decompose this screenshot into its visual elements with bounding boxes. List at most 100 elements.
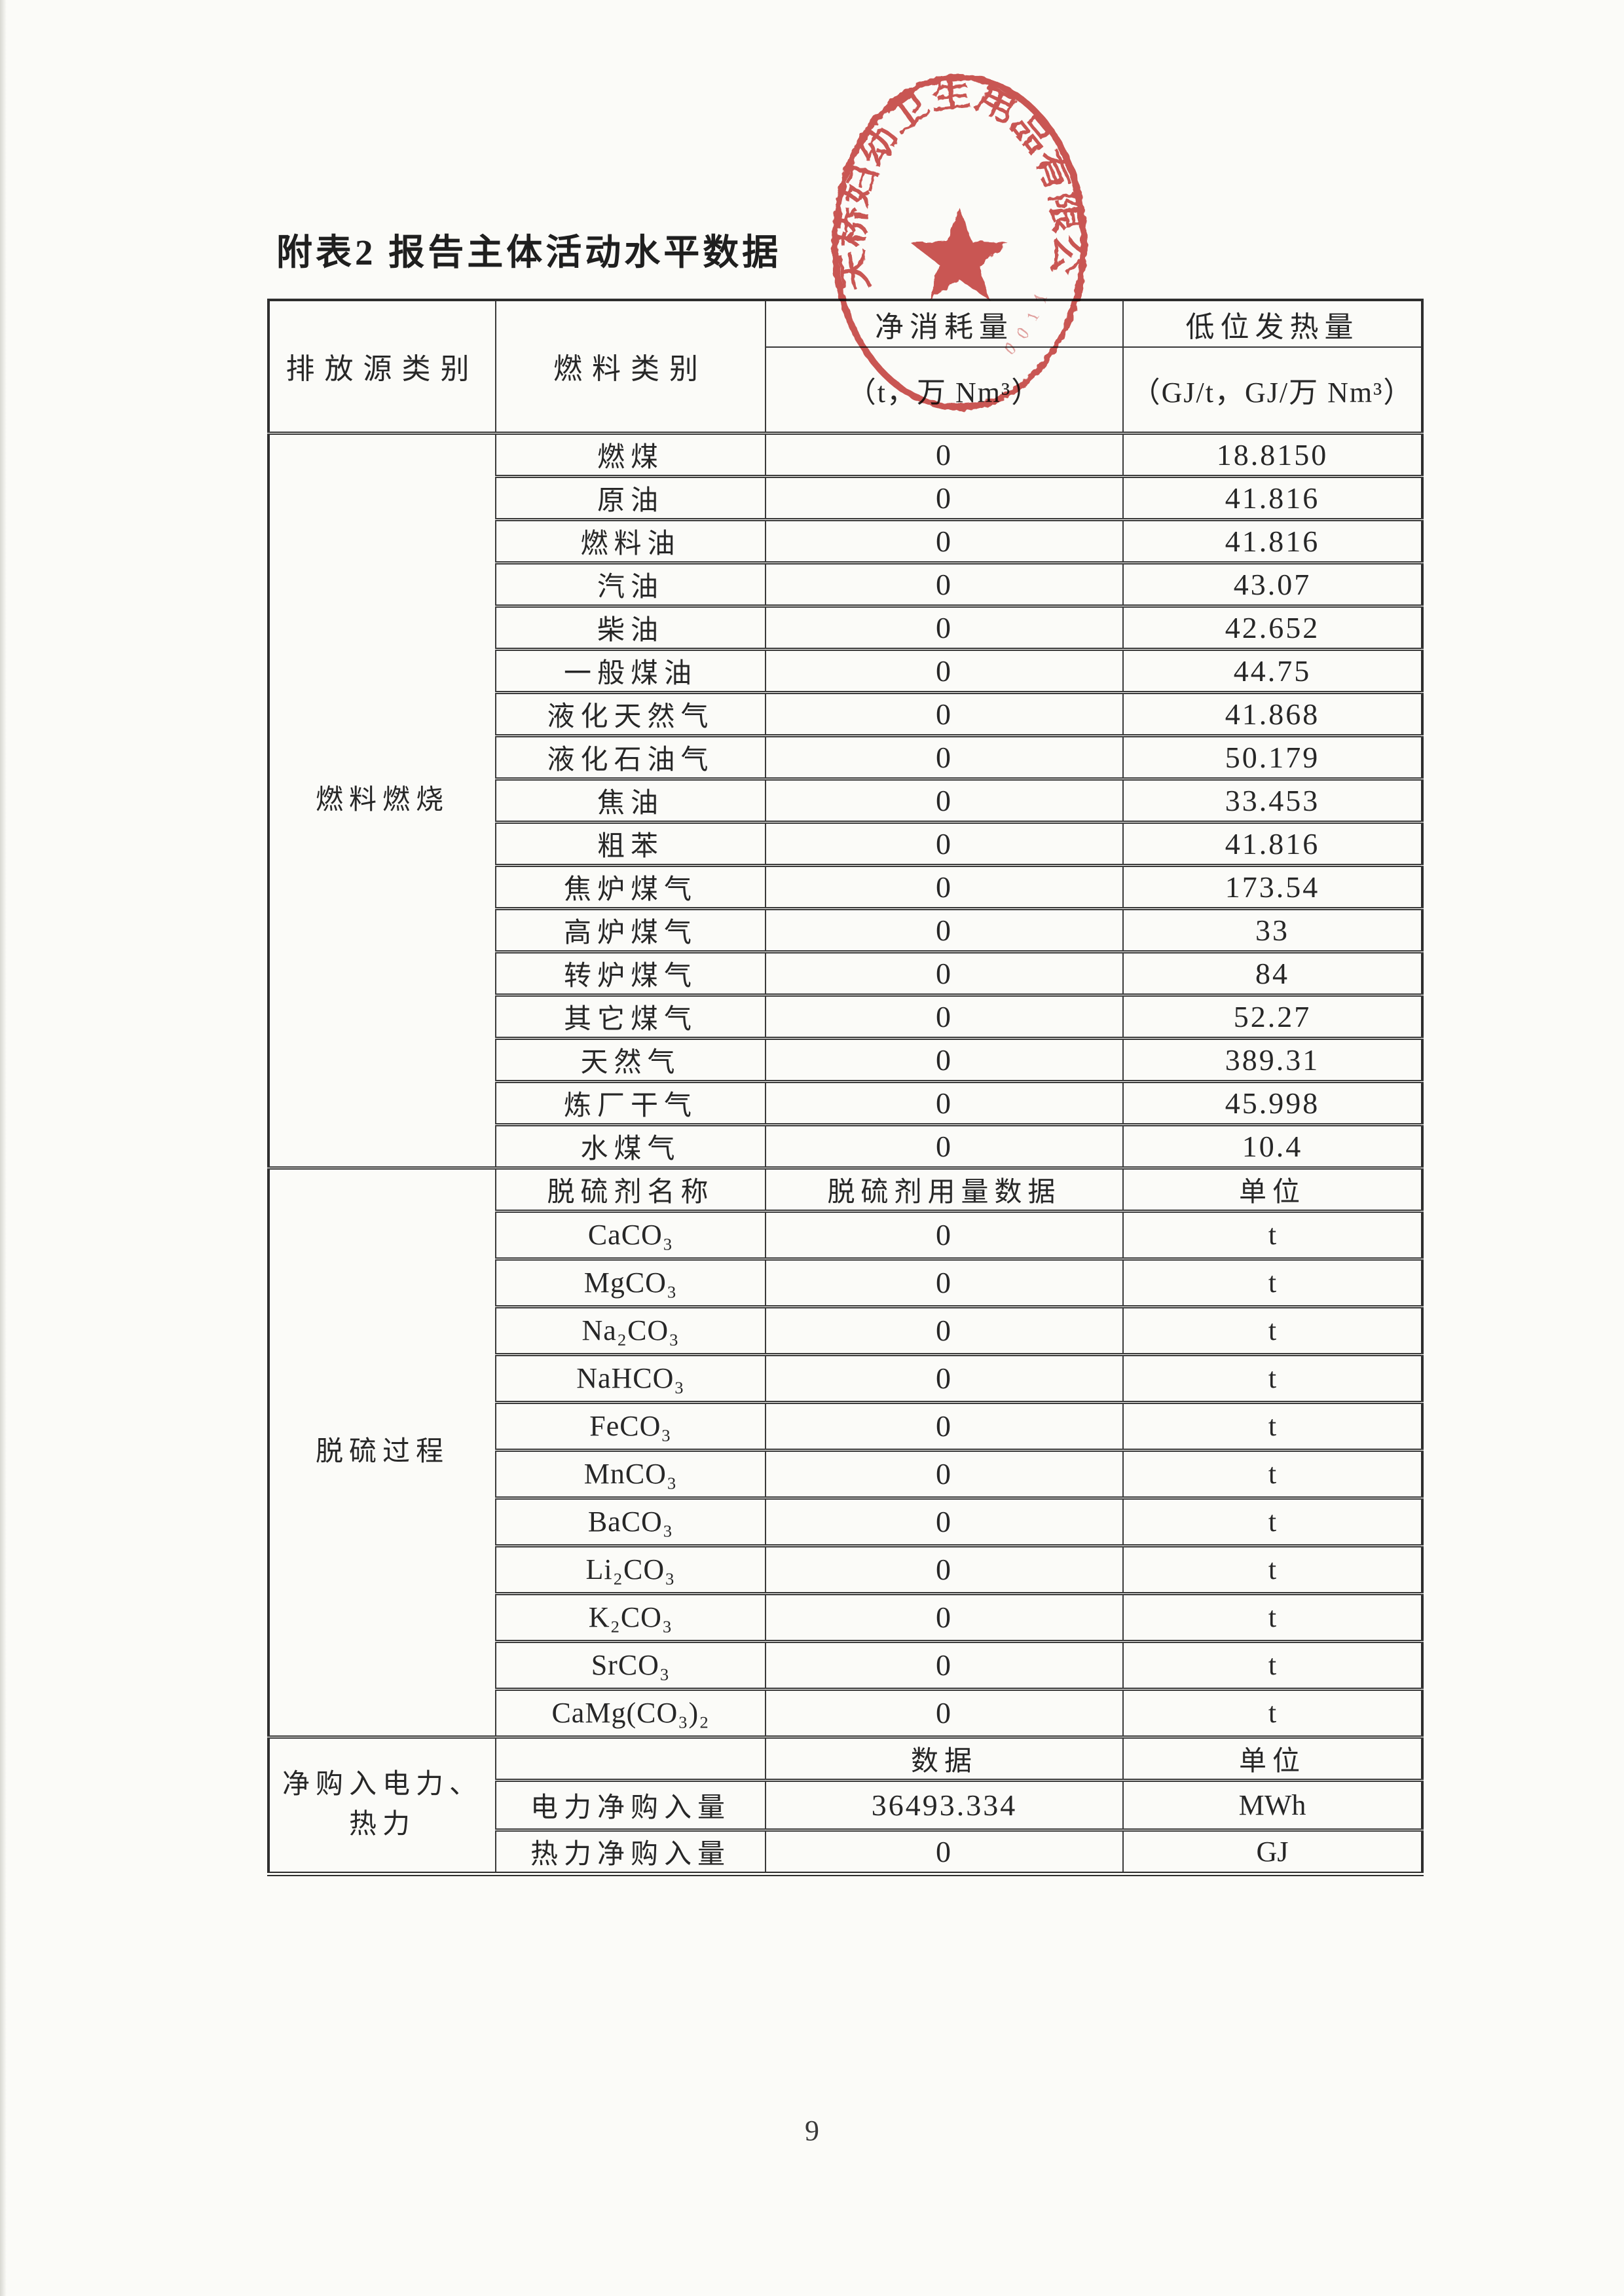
desulf-agent-row: CaCO₃ 0 t xyxy=(268,1209,1423,1259)
fuel-row: 柴油 0 42.652 xyxy=(268,604,1423,650)
fuel-heating-value-cell: 42.652 xyxy=(1122,604,1423,650)
fuel-label-cell: 柴油 xyxy=(495,604,766,650)
fuel-row: 液化石油气 0 50.179 xyxy=(268,733,1423,779)
chemical-unit-cell: t xyxy=(1122,1305,1423,1355)
chemical-amount-cell: 0 xyxy=(765,1544,1124,1594)
header-net-consumption-units: （t，万 Nm³） xyxy=(765,346,1124,434)
fuel-label-cell: 液化石油气 xyxy=(495,733,766,779)
stamp-serial-number: 0 0 1 1 xyxy=(1001,287,1052,358)
fuel-heating-value-cell: 50.179 xyxy=(1122,733,1423,779)
purchase-subheader-row: 净购入电力、热力 数据 单位 xyxy=(268,1735,1423,1874)
chemical-amount-cell: 0 xyxy=(765,1687,1124,1737)
header-row-2: （t，万 Nm³） （GJ/t，GJ/万 Nm³） xyxy=(268,346,1423,434)
desulf-agent-row: CaMg(CO₃)₂ 0 t xyxy=(268,1687,1423,1737)
fuel-consumption-cell: 0 xyxy=(765,561,1124,606)
fuel-heating-value-cell: 33 xyxy=(1122,906,1423,952)
fuel-consumption-cell: 0 xyxy=(765,431,1124,477)
fuel-consumption-cell: 0 xyxy=(765,647,1124,693)
chemical-unit-cell: t xyxy=(1122,1544,1423,1594)
desulf-unit-header-cell: 单位 xyxy=(1122,1166,1423,1212)
chemical-formula-cell: BaCO₃ xyxy=(495,1496,766,1546)
chemical-unit-cell: t xyxy=(1122,1687,1423,1737)
fuel-row: 焦炉煤气 0 173.54 xyxy=(268,863,1423,909)
purchase-unit-header-cell: 单位 xyxy=(1122,1735,1423,1781)
fuel-label-cell: 粗苯 xyxy=(495,820,766,866)
fuel-heating-value-cell: 41.816 xyxy=(1122,474,1423,520)
fuel-row: 焦油 0 33.453 xyxy=(268,777,1423,823)
fuel-heating-value-cell: 43.07 xyxy=(1122,561,1423,606)
fuel-label-cell: 水煤气 xyxy=(495,1122,766,1168)
chemical-formula-cell: Li₂CO₃ xyxy=(495,1544,766,1594)
chemical-amount-cell: 0 xyxy=(765,1448,1124,1498)
fuel-row: 液化天然气 0 41.868 xyxy=(268,690,1423,736)
scan-edge-shadow xyxy=(0,0,7,2296)
fuel-row: 粗苯 0 41.816 xyxy=(268,820,1423,866)
fuel-label-cell: 液化天然气 xyxy=(495,690,766,736)
fuel-row: 天然气 0 389.31 xyxy=(268,1036,1423,1082)
desulf-agent-row: MgCO₃ 0 t xyxy=(268,1257,1423,1307)
page-number: 9 xyxy=(805,2115,819,2147)
category-desulfurization: 脱硫过程 xyxy=(268,1166,496,1737)
fuel-heating-value-cell: 173.54 xyxy=(1122,863,1423,909)
desulf-amount-header-cell: 脱硫剂用量数据 xyxy=(765,1166,1124,1212)
fuel-consumption-cell: 0 xyxy=(765,474,1124,520)
fuel-row: 其它煤气 0 52.27 xyxy=(268,993,1423,1039)
fuel-label-cell: 燃煤 xyxy=(495,431,766,477)
fuel-label-cell: 天然气 xyxy=(495,1036,766,1082)
fuel-row: 炼厂干气 0 45.998 xyxy=(268,1079,1423,1125)
fuel-row: 燃料油 0 41.816 xyxy=(268,517,1423,563)
fuel-row: 转炉煤气 0 84 xyxy=(268,950,1423,995)
chemical-unit-cell: t xyxy=(1122,1352,1423,1403)
desulf-agent-row: FeCO₃ 0 t xyxy=(268,1400,1423,1451)
fuel-consumption-cell: 0 xyxy=(765,906,1124,952)
fuel-heating-value-cell: 389.31 xyxy=(1122,1036,1423,1082)
header-net-consumption: 净消耗量 xyxy=(765,299,1124,348)
chemical-unit-cell: t xyxy=(1122,1448,1423,1498)
fuel-consumption-cell: 0 xyxy=(765,690,1124,736)
desulf-agent-row: SrCO₃ 0 t xyxy=(268,1639,1423,1690)
fuel-label-cell: 高炉煤气 xyxy=(495,906,766,952)
fuel-heating-value-cell: 44.75 xyxy=(1122,647,1423,693)
fuel-consumption-cell: 0 xyxy=(765,993,1124,1039)
header-emission-source-category: 排放源类别 xyxy=(268,299,496,434)
desulf-agent-row: Li₂CO₃ 0 t xyxy=(268,1544,1423,1594)
chemical-formula-cell: SrCO₃ xyxy=(495,1639,766,1690)
desulf-agent-row: NaHCO₃ 0 t xyxy=(268,1352,1423,1403)
table-header: 排放源类别 燃料类别 净消耗量 低位发热量 （t，万 Nm³） （GJ/t，GJ… xyxy=(268,299,1423,434)
fuel-label-cell: 焦炉煤气 xyxy=(495,863,766,909)
chemical-unit-cell: t xyxy=(1122,1639,1423,1690)
electricity-purchased-row: 电力净购入量 36493.334 MWh xyxy=(268,1778,1423,1830)
chemical-unit-cell: t xyxy=(1122,1496,1423,1546)
fuel-label-cell: 其它煤气 xyxy=(495,993,766,1039)
category-fuel-combustion: 燃料燃烧 xyxy=(268,431,496,1168)
chemical-formula-cell: MnCO₃ xyxy=(495,1448,766,1498)
desulf-agent-row: Na₂CO₃ 0 t xyxy=(268,1305,1423,1355)
fuel-consumption-cell: 0 xyxy=(765,604,1124,650)
fuel-heating-value-cell: 84 xyxy=(1122,950,1423,995)
chemical-amount-cell: 0 xyxy=(765,1400,1124,1451)
purchase-unit-cell: GJ xyxy=(1122,1828,1423,1874)
purchase-blank-header-cell xyxy=(495,1735,766,1781)
chemical-formula-cell: CaMg(CO₃)₂ xyxy=(495,1687,766,1737)
fuel-label-cell: 燃料油 xyxy=(495,517,766,563)
fuel-label-cell: 汽油 xyxy=(495,561,766,606)
fuel-consumption-cell: 0 xyxy=(765,863,1124,909)
chemical-unit-cell: t xyxy=(1122,1591,1423,1642)
desulf-subheader-row: 脱硫过程 脱硫剂名称 脱硫剂用量数据 单位 xyxy=(268,1166,1423,1737)
stamp-star-icon xyxy=(911,208,1008,300)
fuel-heating-value-cell: 41.816 xyxy=(1122,517,1423,563)
purchase-data-header-cell: 数据 xyxy=(765,1735,1124,1781)
header-fuel-category: 燃料类别 xyxy=(495,299,766,434)
fuel-consumption-cell: 0 xyxy=(765,777,1124,823)
purchase-unit-cell: MWh xyxy=(1122,1778,1423,1830)
chemical-amount-cell: 0 xyxy=(765,1591,1124,1642)
fuel-heating-value-cell: 41.816 xyxy=(1122,820,1423,866)
fuel-row: 高炉煤气 0 33 xyxy=(268,906,1423,952)
purchase-value-cell: 0 xyxy=(765,1828,1124,1874)
category-purchased-energy: 净购入电力、热力 xyxy=(268,1735,496,1874)
chemical-amount-cell: 0 xyxy=(765,1639,1124,1690)
purchase-label-cell: 热力净购入量 xyxy=(495,1828,766,1874)
stamp-ellipse-border xyxy=(832,74,1087,411)
chemical-formula-cell: CaCO₃ xyxy=(495,1209,766,1259)
fuel-heating-value-cell: 33.453 xyxy=(1122,777,1423,823)
